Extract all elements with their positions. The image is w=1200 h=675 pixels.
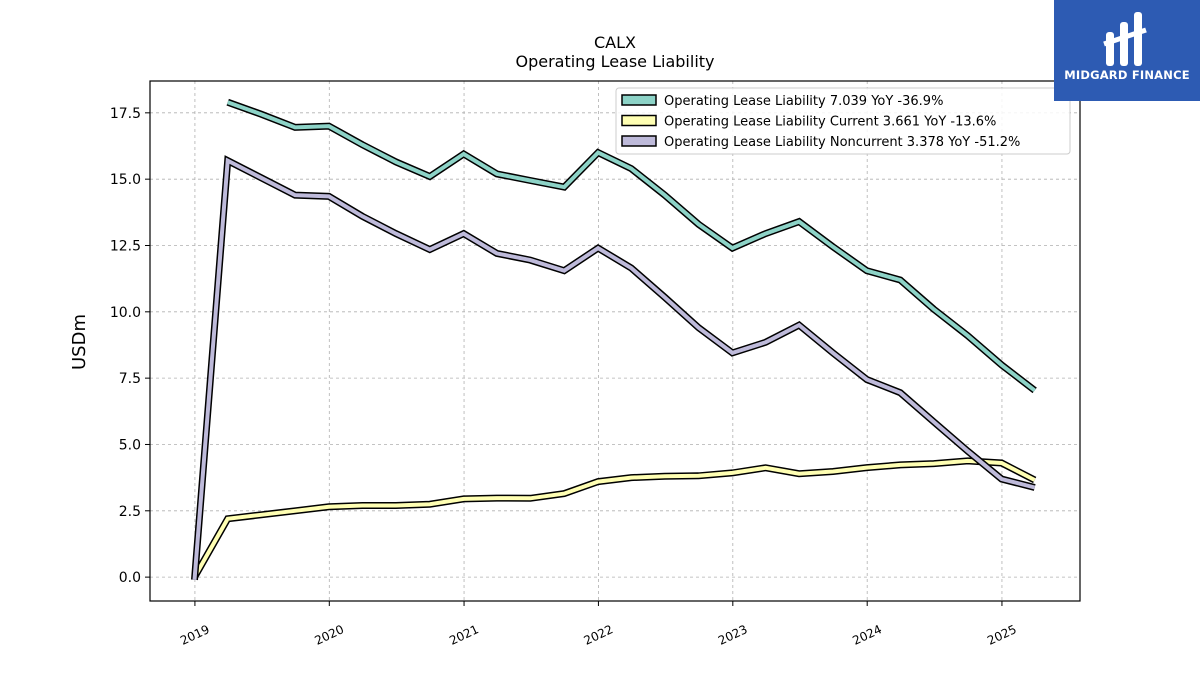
legend-swatch: [621, 135, 657, 147]
y-tick-label: 2.5: [119, 504, 141, 520]
chart-title: CALX: [594, 33, 636, 52]
y-tick-label: 12.5: [110, 238, 141, 254]
legend: Operating Lease Liability 7.039 YoY -36.…: [615, 87, 1071, 155]
x-tick-label: 2021: [447, 622, 481, 648]
x-tick-label: 2025: [985, 622, 1019, 648]
legend-box: [615, 87, 1071, 155]
x-tick-label: 2022: [582, 622, 616, 648]
series-line: [227, 100, 1036, 392]
legend-label: Operating Lease Liability Noncurrent 3.3…: [664, 135, 1020, 150]
x-tick-label: 2023: [716, 622, 750, 648]
y-tick-label: 15.0: [110, 172, 141, 188]
plot-frame: [149, 80, 1081, 602]
legend-swatch: [621, 94, 657, 106]
series-lines: [191, 98, 1037, 581]
y-tick-label: 10.0: [110, 305, 141, 321]
brand-logo: MIDGARD FINANCE: [1054, 0, 1200, 101]
y-tick-label: 7.5: [119, 371, 141, 387]
x-tick-label: 2020: [312, 622, 346, 648]
series-line-outline: [191, 155, 1036, 581]
legend-swatch: [621, 114, 657, 127]
legend-label: Operating Lease Liability Current 3.661 …: [664, 115, 996, 130]
x-tick-label: 2019: [178, 622, 212, 648]
y-tick-label: 0.0: [119, 570, 141, 586]
midgard-logo-icon: [1103, 12, 1147, 66]
logo-text: MIDGARD FINANCE: [1064, 68, 1190, 82]
chart-subtitle: Operating Lease Liability: [515, 52, 714, 71]
x-ticks: 2019 2020 2021 2022 2023 2024 2025: [178, 601, 1019, 648]
series-line: [192, 458, 1036, 579]
series-line: [192, 157, 1036, 580]
x-tick-label: 2024: [850, 622, 884, 648]
y-tick-label: 5.0: [119, 437, 141, 453]
y-ticks: 0.0 2.5 5.0 7.5 10.0 12.5 15.0 17.5: [110, 106, 150, 586]
legend-label: Operating Lease Liability 7.039 YoY -36.…: [664, 94, 943, 109]
y-axis-label: USDm: [69, 314, 90, 370]
y-tick-label: 17.5: [110, 106, 141, 122]
